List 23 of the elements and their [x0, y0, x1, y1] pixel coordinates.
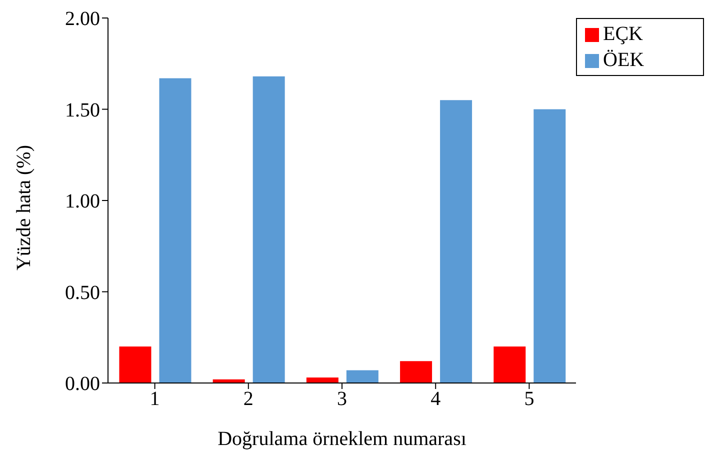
y-tick-label: 1.00 — [65, 190, 100, 213]
x-tick-label: 3 — [337, 388, 347, 410]
bar — [159, 78, 192, 383]
y-tick-label: 0.00 — [65, 373, 100, 396]
y-axis-title: Yüzde hata (%) — [13, 145, 36, 270]
legend-label: ÖEK — [603, 49, 644, 71]
x-tick-label: 4 — [430, 388, 441, 410]
bar — [494, 346, 526, 383]
bar — [306, 378, 338, 383]
bar — [534, 109, 566, 383]
legend-label: EÇK — [603, 23, 643, 45]
x-tick-label: 2 — [243, 388, 254, 410]
y-tick-label: 1.50 — [65, 99, 100, 122]
x-tick-label: 1 — [150, 388, 160, 410]
bar — [346, 370, 378, 383]
bar — [252, 76, 285, 383]
bar — [400, 361, 432, 383]
bar — [119, 346, 152, 383]
bar — [440, 100, 472, 383]
x-axis-title: Doğrulama örneklem numarası — [218, 428, 467, 450]
y-tick-label: 2.00 — [65, 8, 100, 30]
x-tick-label: 5 — [524, 388, 534, 410]
y-tick-label: 0.50 — [65, 282, 100, 304]
